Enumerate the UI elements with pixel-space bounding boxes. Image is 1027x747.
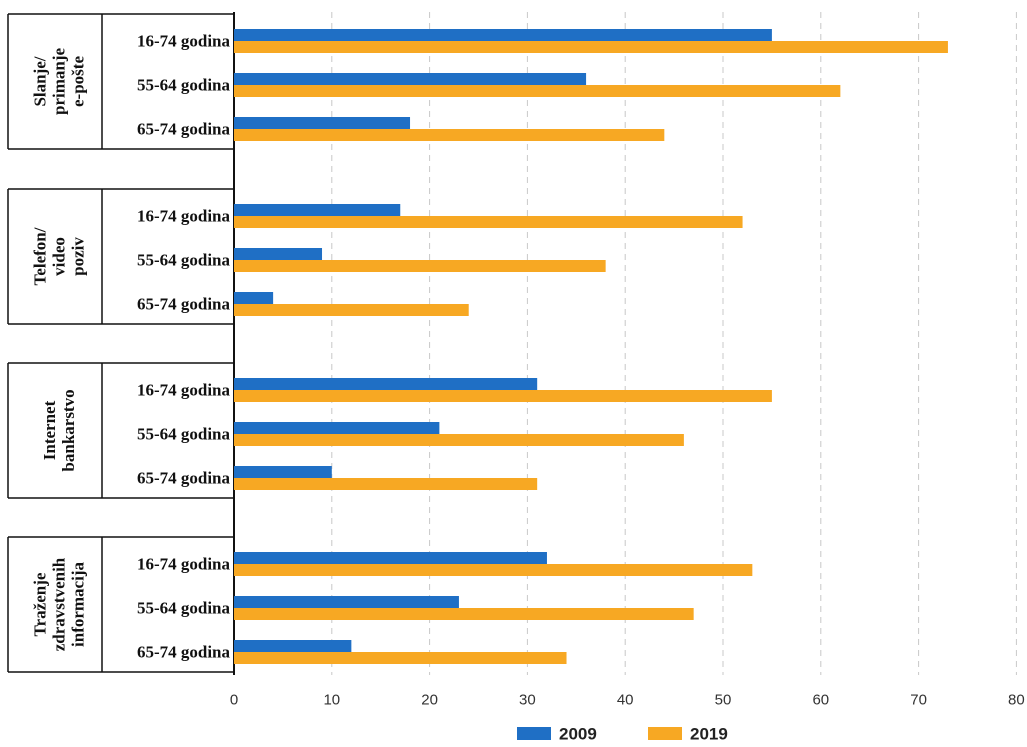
bar-2019 [234, 41, 948, 53]
bar-2009 [234, 466, 332, 478]
age-group-label: 65-74 godina [137, 643, 231, 662]
group-label-line: Internet [40, 400, 59, 460]
bar-2019 [234, 652, 567, 664]
age-group-label: 55-64 godina [137, 251, 231, 270]
group-label-line: bankarstvo [59, 389, 78, 471]
category-frame [7, 12, 235, 675]
bar-2009 [234, 596, 459, 608]
labels: Slanje/primanje e-pošte 16-74 godina 55-64 … [31, 32, 231, 662]
grid-lines [331, 12, 1017, 675]
age-group-label: 55-64 godina [137, 599, 231, 618]
group-label-line: poziv [69, 237, 88, 276]
bar-2009 [234, 552, 547, 564]
legend-label-2019: 2019 [690, 725, 728, 744]
x-tick-label: 50 [715, 692, 732, 709]
age-group-label: 16-74 godina [137, 32, 231, 51]
bar-2009 [234, 292, 274, 304]
bar-2009 [234, 640, 352, 652]
legend: 2009 2019 [517, 725, 728, 744]
bar-2009 [234, 378, 538, 390]
bar-2019 [234, 390, 772, 402]
group-label: Internet bankarstvo [40, 389, 78, 471]
group-label: Slanje/primanje e-pošte [31, 48, 88, 116]
x-tick-label: 40 [617, 692, 634, 709]
group-label-line: Slanje/ [31, 56, 50, 106]
group-label-line: zdravstvenih [50, 557, 69, 651]
bar-2009 [234, 422, 440, 434]
group-label-line: Traženje [31, 572, 50, 636]
legend-label-2009: 2009 [559, 725, 597, 744]
group-label-line: informacija [69, 562, 88, 647]
bar-2019 [234, 608, 694, 620]
bar-2009 [234, 73, 587, 85]
bar-2019 [234, 564, 753, 576]
x-tick-label: 20 [421, 692, 438, 709]
group-label: Traženje zdravstvenih informacija [31, 557, 88, 651]
bars [234, 29, 948, 664]
age-group-label: 16-74 godina [137, 555, 231, 574]
x-tick-label: 30 [519, 692, 536, 709]
legend-swatch-2009 [517, 727, 551, 740]
bar-2009 [234, 248, 323, 260]
bar-2019 [234, 216, 743, 228]
group-label-line: primanje [50, 48, 69, 116]
group-label-line: Telefon/ [31, 227, 50, 285]
legend-swatch-2019 [648, 727, 682, 740]
bar-2019 [234, 85, 841, 97]
bar-2009 [234, 29, 772, 41]
age-group-label: 55-64 godina [137, 76, 231, 95]
age-group-label: 65-74 godina [137, 120, 231, 139]
bar-2009 [234, 204, 401, 216]
bar-2019 [234, 434, 684, 446]
group-label: Telefon/video poziv [31, 227, 88, 285]
x-tick-label: 60 [812, 692, 829, 709]
bar-2009 [234, 117, 411, 129]
group-label-line: video [50, 237, 69, 276]
bar-2019 [234, 304, 469, 316]
age-group-label: 65-74 godina [137, 469, 231, 488]
age-group-label: 65-74 godina [137, 295, 231, 314]
bar-2019 [234, 129, 665, 141]
age-group-label: 16-74 godina [137, 381, 231, 400]
age-group-label: 16-74 godina [137, 207, 231, 226]
age-group-label: 55-64 godina [137, 425, 231, 444]
x-axis-ticks: 0 10 20 30 40 50 60 70 80 [230, 692, 1025, 709]
group-label-line: e-pošte [69, 56, 88, 107]
bar-2019 [234, 260, 606, 272]
bar-2019 [234, 478, 538, 490]
x-tick-label: 70 [910, 692, 927, 709]
x-tick-label: 10 [323, 692, 340, 709]
x-tick-label: 0 [230, 692, 238, 709]
x-tick-label: 80 [1008, 692, 1025, 709]
